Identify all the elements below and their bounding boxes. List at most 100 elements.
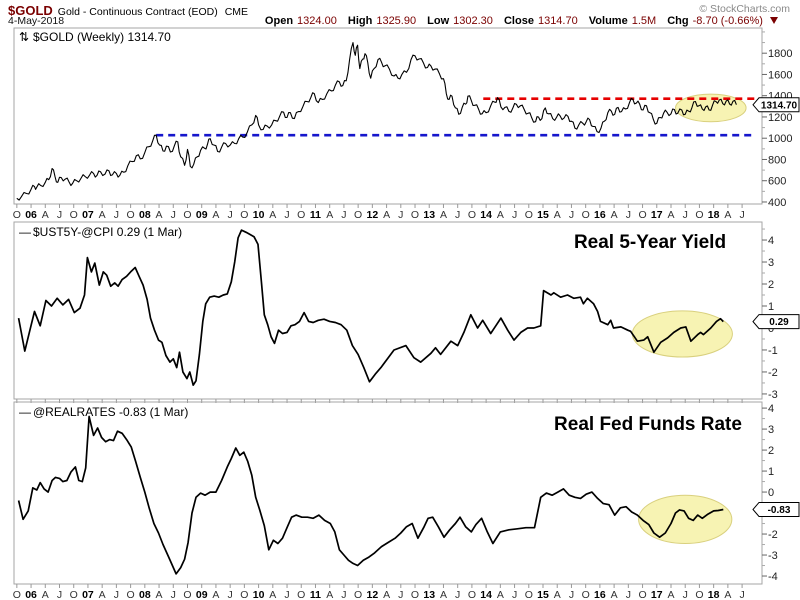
realrates-highlight-ellipse: [638, 494, 733, 544]
realrates-xtick-label: J: [171, 589, 176, 600]
change-down-triangle-icon: [770, 17, 778, 24]
gold-xtick-label: 10: [253, 209, 265, 221]
realrates-xtick-label: J: [739, 589, 744, 600]
ust5y-title: Real 5-Year Yield: [574, 232, 726, 253]
ust5y-legend: $UST5Y-@CPI 0.29 (1 Mar): [33, 225, 182, 239]
gold-xtick-label: J: [114, 209, 119, 221]
header-row-quote: 4-May-2018 Open 1324.00 High 1325.90 Low 13…: [8, 15, 790, 28]
ust5y-ytick-label: 1: [768, 301, 774, 313]
ust5y-ytick-label: 4: [768, 235, 774, 247]
realrates-xtick-label: O: [638, 589, 646, 600]
chg-value: -8.70 (-0.66%): [692, 15, 763, 27]
realrates-last-value-text: -0.83: [768, 505, 791, 516]
gold-xtick-label: O: [13, 209, 21, 221]
gold-xtick-label: O: [240, 209, 248, 221]
realrates-xtick-label: 10: [253, 589, 265, 600]
realrates-ytick-label: 0: [768, 487, 774, 499]
gold-xtick-label: A: [326, 209, 333, 221]
realrates-xtick-label: A: [440, 589, 447, 600]
gold-xtick-label: O: [297, 209, 305, 221]
realrates-xtick-label: J: [398, 589, 403, 600]
gold-xtick-label: J: [228, 209, 233, 221]
realrates-xtick-label: J: [114, 589, 119, 600]
open-label: Open: [264, 15, 294, 27]
gold-legend: $GOLD (Weekly) 1314.70: [33, 30, 171, 44]
realrates-ytick-label: 3: [768, 424, 774, 436]
gold-xtick-label: A: [667, 209, 674, 221]
realrates-xtick-label: 18: [708, 589, 720, 600]
gold-xtick-label: A: [724, 209, 731, 221]
gold-xtick-label: 09: [196, 209, 208, 221]
gold-xtick-label: 08: [139, 209, 151, 221]
gold-xtick-label: O: [525, 209, 533, 221]
realrates-legend: @REALRATES -0.83 (1 Mar): [33, 405, 188, 419]
ust5y-ytick-label: 2: [768, 279, 774, 291]
gold-xtick-label: O: [468, 209, 476, 221]
realrates-xtick-label: O: [127, 589, 135, 600]
realrates-xtick-label: 15: [537, 589, 549, 600]
gold-xtick-label: O: [183, 209, 191, 221]
chg-pair: Chg -8.70 (-0.66%): [667, 15, 763, 27]
gold-xtick-label: J: [455, 209, 460, 221]
gold-xtick-label: J: [739, 209, 744, 221]
realrates-xtick-label: A: [497, 589, 504, 600]
realrates-xtick-label: O: [468, 589, 476, 600]
realrates-xtick-label: O: [354, 589, 362, 600]
gold-xtick-label: 18: [708, 209, 720, 221]
gold-xtick-label: J: [284, 209, 289, 221]
gold-xtick-label: A: [497, 209, 504, 221]
high-label: High: [347, 15, 373, 27]
gold-xtick-label: A: [383, 209, 390, 221]
realrates-xtick-label: A: [326, 589, 333, 600]
close-pair: Close 1314.70: [504, 15, 578, 27]
realrates-xtick-label: A: [212, 589, 219, 600]
realrates-xtick-label: J: [341, 589, 346, 600]
realrates-xtick-label: A: [99, 589, 106, 600]
gold-last-value-tag: [752, 97, 800, 113]
realrates-xtick-label: 17: [651, 589, 663, 600]
realrates-xtick-label: 13: [423, 589, 435, 600]
ust5y-last-value-tag: [752, 314, 800, 330]
chart-header: $GOLD Gold - Continuous Contract (EOD) CME…: [0, 0, 800, 28]
ust5y-plot-border: [13, 221, 763, 400]
realrates-xtick-label: A: [611, 589, 618, 600]
low-label: Low: [427, 15, 450, 27]
ust5y-ytick-label: 3: [768, 257, 774, 269]
chg-label: Chg: [667, 15, 689, 27]
gold-xtick-label: O: [411, 209, 419, 221]
realrates-xtick-label: A: [554, 589, 561, 600]
low-value: 1302.30: [453, 15, 493, 27]
realrates-xtick-label: O: [240, 589, 248, 600]
gold-xtick-label: 06: [25, 209, 37, 221]
realrates-xtick-label: 09: [196, 589, 208, 600]
open-pair: Open 1324.00: [265, 15, 337, 27]
realrates-xtick-label: A: [269, 589, 276, 600]
gold-xtick-label: J: [171, 209, 176, 221]
gold-xtick-label: O: [582, 209, 590, 221]
gold-ytick-label: 600: [768, 176, 786, 188]
realrates-xtick-label: A: [156, 589, 163, 600]
realrates-ytick-label: -4: [768, 571, 778, 583]
realrates-xtick-label: J: [57, 589, 62, 600]
realrates-ytick-label: 1: [768, 466, 774, 478]
realrates-xtick-label: A: [667, 589, 674, 600]
gold-xtick-label: J: [57, 209, 62, 221]
gold-xtick-label: A: [99, 209, 106, 221]
gold-xtick-label: J: [341, 209, 346, 221]
gold-xtick-label: 13: [423, 209, 435, 221]
realrates-xtick-label: 12: [367, 589, 379, 600]
gold-price-line: [16, 42, 737, 201]
realrates-xtick-label: J: [683, 589, 688, 600]
gold-xtick-label: O: [638, 209, 646, 221]
ust5y-ytick-label: -1: [768, 345, 778, 357]
gold-ytick-label: 400: [768, 197, 786, 209]
realrates-xtick-label: O: [297, 589, 305, 600]
ust5y-last-value-text: 0.29: [769, 317, 789, 328]
realrates-xtick-label: O: [13, 589, 21, 600]
realrates-xtick-label: 08: [139, 589, 151, 600]
close-label: Close: [503, 15, 534, 27]
header-row-title: $GOLD Gold - Continuous Contract (EOD) CME…: [8, 2, 790, 18]
volume-value: 1.5M: [631, 15, 657, 27]
realrates-xtick-label: 14: [480, 589, 492, 600]
realrates-ytick-label: -2: [768, 529, 778, 541]
